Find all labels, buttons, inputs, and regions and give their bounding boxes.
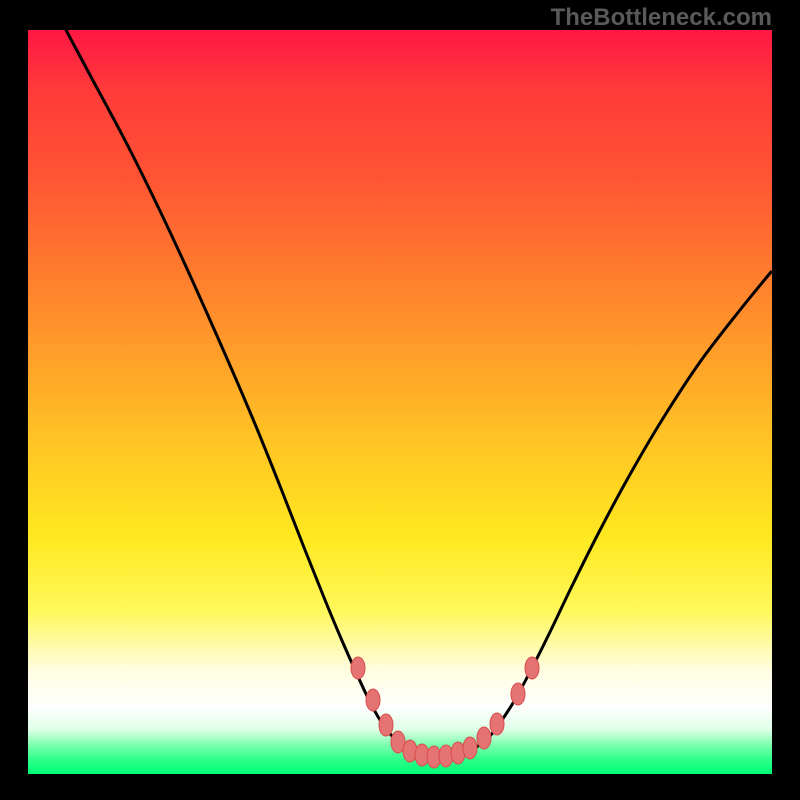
plot-area [28,30,772,774]
attribution-text: TheBottleneck.com [551,4,772,32]
chart-container: TheBottleneck.com [0,0,800,800]
